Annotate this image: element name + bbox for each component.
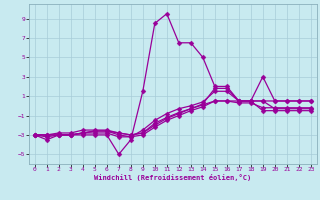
X-axis label: Windchill (Refroidissement éolien,°C): Windchill (Refroidissement éolien,°C): [94, 174, 252, 181]
